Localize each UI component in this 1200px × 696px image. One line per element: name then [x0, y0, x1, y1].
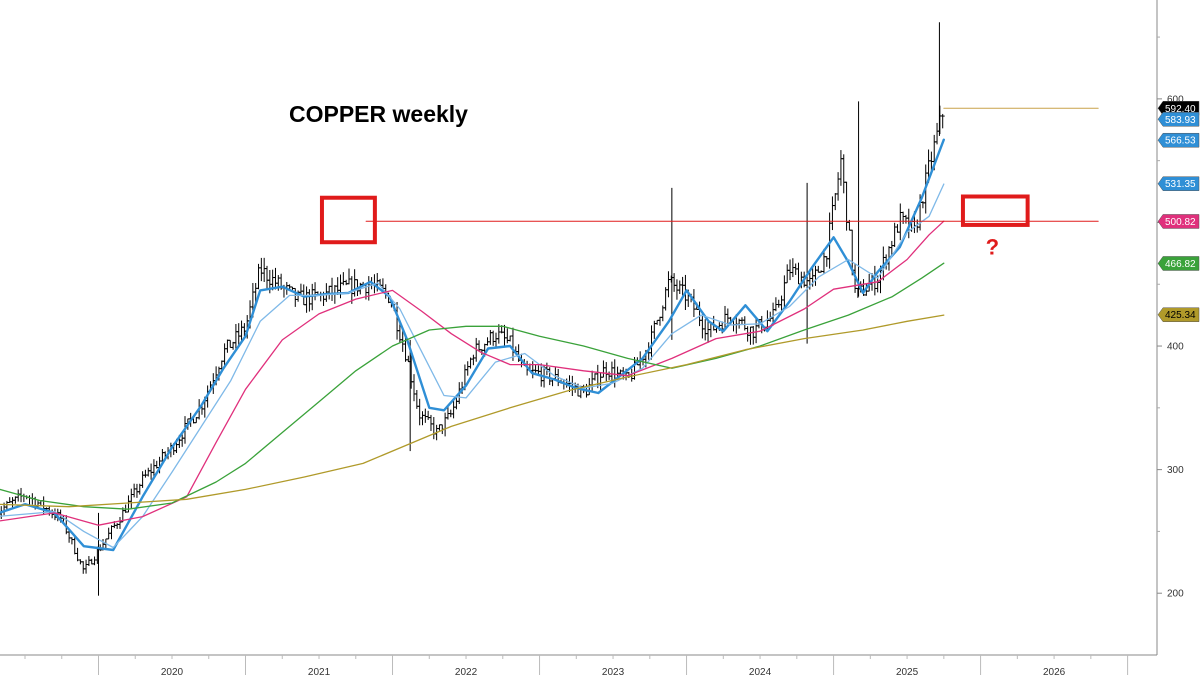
price-tag-shape [1157, 214, 1200, 229]
y-tick-label: 400 [1167, 342, 1184, 353]
highlight-box [960, 194, 1030, 227]
price-tag-label: 566.53 [1165, 136, 1196, 147]
annotations: ? [319, 194, 1030, 260]
price-tag-shape [1157, 307, 1200, 322]
price-tag-shape [1157, 132, 1200, 148]
y-tick-label: 300 [1167, 465, 1184, 476]
series-line-3 [0, 220, 945, 526]
question-mark-annotation: ? [986, 235, 999, 260]
price-bars [0, 22, 945, 596]
x-tick-label: 2025 [896, 667, 919, 678]
price-tag-label: 425.34 [1165, 310, 1196, 321]
price-tag: 500.82 [1157, 214, 1200, 229]
x-tick-label: 2022 [455, 667, 478, 678]
chart-title: COPPER weekly [289, 101, 468, 127]
price-tag: 425.34 [1157, 307, 1200, 322]
price-tag-label: 500.82 [1165, 217, 1196, 228]
price-tag-shape [1157, 256, 1200, 271]
series-line-4 [0, 262, 945, 510]
price-tag: 531.35 [1157, 176, 1200, 191]
plot-area: ? [0, 22, 1099, 596]
series-line-5 [0, 314, 945, 508]
highlight-box [319, 195, 377, 245]
x-tick-label: 2021 [308, 667, 331, 678]
series-line-2 [0, 183, 945, 549]
x-axis: 2020 2021 2022 2023 2024 2025 2026 [0, 654, 1157, 678]
price-tag-label: 531.35 [1165, 179, 1196, 190]
y-tick-label: 600 [1167, 94, 1184, 105]
x-tick-label: 2023 [602, 667, 625, 678]
price-tag-shape [1157, 176, 1200, 191]
price-tag: 466.82 [1157, 256, 1200, 271]
price-tag: 583.93 [1157, 112, 1200, 127]
price-tag-label: 583.93 [1165, 115, 1196, 126]
y-tick-label: 200 [1167, 589, 1184, 600]
price-tag-label: 592.40 [1165, 104, 1196, 115]
x-tick-label: 2026 [1043, 667, 1066, 678]
x-tick-label: 2020 [161, 667, 184, 678]
moving-average-lines [0, 107, 1099, 552]
price-tag: 566.53 [1157, 132, 1200, 148]
x-tick-label: 2024 [749, 667, 772, 678]
price-tag-shape [1157, 112, 1200, 127]
price-tag-label: 466.82 [1165, 259, 1196, 270]
series-line-1 [0, 138, 945, 552]
